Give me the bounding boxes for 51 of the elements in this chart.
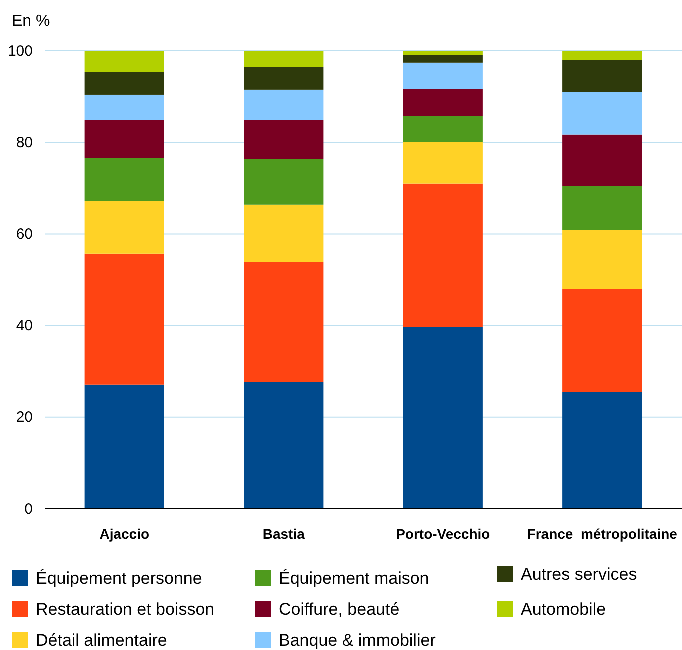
bar [244,120,324,160]
bar [562,392,642,509]
legend-label: Autres services [521,565,638,584]
bar [84,120,164,158]
y-tick-label: 80 [16,134,33,152]
bar [244,67,324,90]
bar [403,62,483,90]
y-tick-label: 100 [8,42,33,60]
legend-label: Équipement maison [279,569,430,588]
y-axis-title: En % [12,13,50,30]
bar [562,230,642,290]
bar [84,384,164,509]
bar [403,142,483,184]
bar [562,60,642,92]
bar [562,289,642,392]
bar [84,201,164,254]
legend-label: Équipement personne [36,569,202,588]
bar [403,327,483,509]
legend-label: Restauration et boisson [36,600,215,619]
bar [562,186,642,230]
bar [244,382,324,509]
bar [562,51,642,60]
x-tick-label: Porto-Vecchio [396,526,490,542]
legend-label: Automobile [521,600,606,619]
legend-label: Banque & immobilier [279,631,436,650]
bar [562,92,642,135]
legend-label: Détail alimentaire [36,631,168,650]
y-tick-label: 0 [24,500,33,518]
y-tick-label: 60 [16,226,33,243]
bar [403,51,483,56]
x-tick-label: Bastia [262,526,306,542]
bar [403,89,483,116]
x-tick-label: Ajaccio [100,526,150,542]
bar [244,90,324,120]
bar [562,134,642,186]
bar [403,116,483,142]
bar [244,262,324,382]
y-tick-label: 40 [16,318,33,335]
bar [84,254,164,385]
bar [84,94,164,120]
bar [244,51,324,68]
bar [403,55,483,63]
bar [403,184,483,328]
y-tick-label: 20 [16,409,33,426]
bar [244,159,324,205]
bar [84,72,164,95]
bar [84,51,164,72]
legend-label: Coiffure, beauté [279,600,400,619]
bar [84,158,164,202]
bar [244,204,324,262]
x-tick-label: France métropolitaine [527,526,678,542]
